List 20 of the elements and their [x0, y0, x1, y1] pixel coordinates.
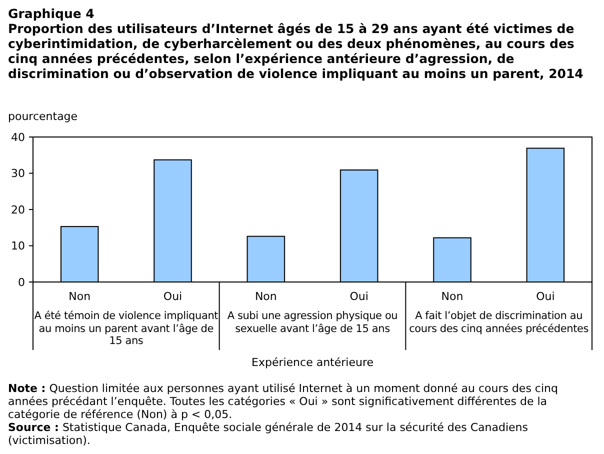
text: A été témoin de violence impliquant au moins un parent avant l’âge de 15 ans: [34, 310, 218, 348]
x-tick-label: Non: [68, 290, 91, 303]
y-axis-title: pourcentage: [8, 110, 78, 123]
y-tick-label: 40: [11, 130, 25, 144]
x-tick-label: Oui: [536, 290, 555, 303]
chart-subtitle: Proportion des utilisateurs d’Internet âgés de 15 à 29 ans ayant été victimes de cyberintimidation, de cyberharcèlement ou des deux phénomènes, au cours des cinq années précédentes, selon l’expérience antérieure d’agression, de discrimination ou d’observation de violence impliquant au moins un parent, 2014: [8, 21, 584, 81]
x-tick-label: Oui: [350, 290, 368, 303]
x-tick-label: Non: [254, 290, 277, 303]
x-tick-label: Oui: [163, 290, 182, 303]
text: A subi une agression physique ou sexuelle avant l’âge de 15 ans: [226, 310, 399, 335]
y-tick-label: 10: [11, 240, 25, 253]
y-tick-label: 0: [18, 276, 25, 289]
text: A fait l’objet de discrimination au cours des cinq années précédentes: [408, 310, 590, 335]
y-tick-label: 20: [11, 203, 25, 216]
text: Note : Question limitée aux personnes ayant utilisé Internet à un moment donné au cours des cinq années précédant l’enquête. Toutes les catégories « Oui » sont significativement différentes de la catégorie de référence (Non) à p < 0,05.: [8, 382, 559, 421]
source-note: Source : Statistique Canada, Enquête sociale générale de 2014 sur la sécurité des Canadiens (victimisation).: [8, 421, 529, 447]
x-tick-label: Non: [441, 290, 464, 303]
chart-title: Graphique 4: [8, 6, 96, 21]
x-axis-title: Expérience antérieure: [252, 356, 374, 369]
y-tick-label: 30: [11, 167, 25, 180]
